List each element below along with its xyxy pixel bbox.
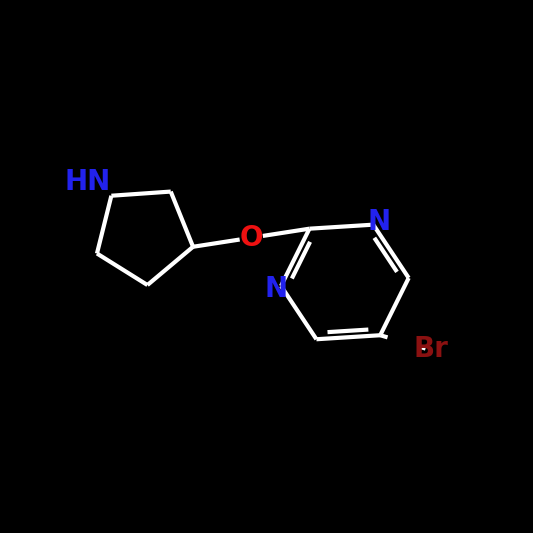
Text: HN: HN bbox=[64, 168, 110, 196]
Text: O: O bbox=[239, 224, 263, 252]
Text: N: N bbox=[367, 208, 390, 236]
Text: N: N bbox=[264, 274, 287, 303]
Text: Br: Br bbox=[414, 335, 448, 362]
